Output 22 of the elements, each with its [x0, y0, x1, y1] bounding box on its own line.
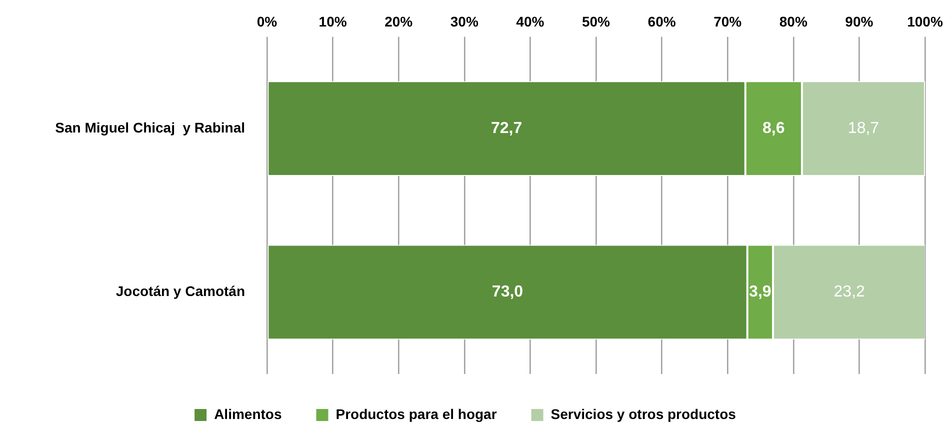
y-tick-label: San Miguel Chicaj y Rabinal [55, 119, 245, 136]
x-tick-label: 100% [907, 13, 944, 30]
data-label: 73,0 [492, 284, 524, 301]
data-label: 72,7 [490, 120, 522, 138]
legend-label: Productos para el hogar [336, 406, 498, 422]
x-tick-label: 90% [845, 13, 874, 30]
data-label: 8,6 [762, 120, 785, 138]
x-tick-label: 0% [256, 13, 278, 30]
x-tick-label: 20% [384, 13, 414, 30]
x-tick-label: 60% [648, 13, 676, 30]
x-tick-label: 70% [714, 13, 742, 30]
x-tick-label: 40% [516, 13, 545, 30]
data-label: 23,2 [834, 284, 865, 301]
data-label: 18,7 [848, 120, 880, 138]
x-tick-label: 80% [779, 13, 808, 30]
x-tick-label: 30% [450, 13, 479, 30]
x-tick-label: 10% [318, 13, 348, 30]
legend-label: Servicios y otros productos [550, 406, 736, 422]
y-tick-label: Jocotán y Camotán [116, 283, 245, 300]
legend-label: Alimentos [214, 406, 282, 422]
x-tick-label: 50% [582, 13, 611, 30]
data-label: 3,9 [749, 284, 772, 301]
